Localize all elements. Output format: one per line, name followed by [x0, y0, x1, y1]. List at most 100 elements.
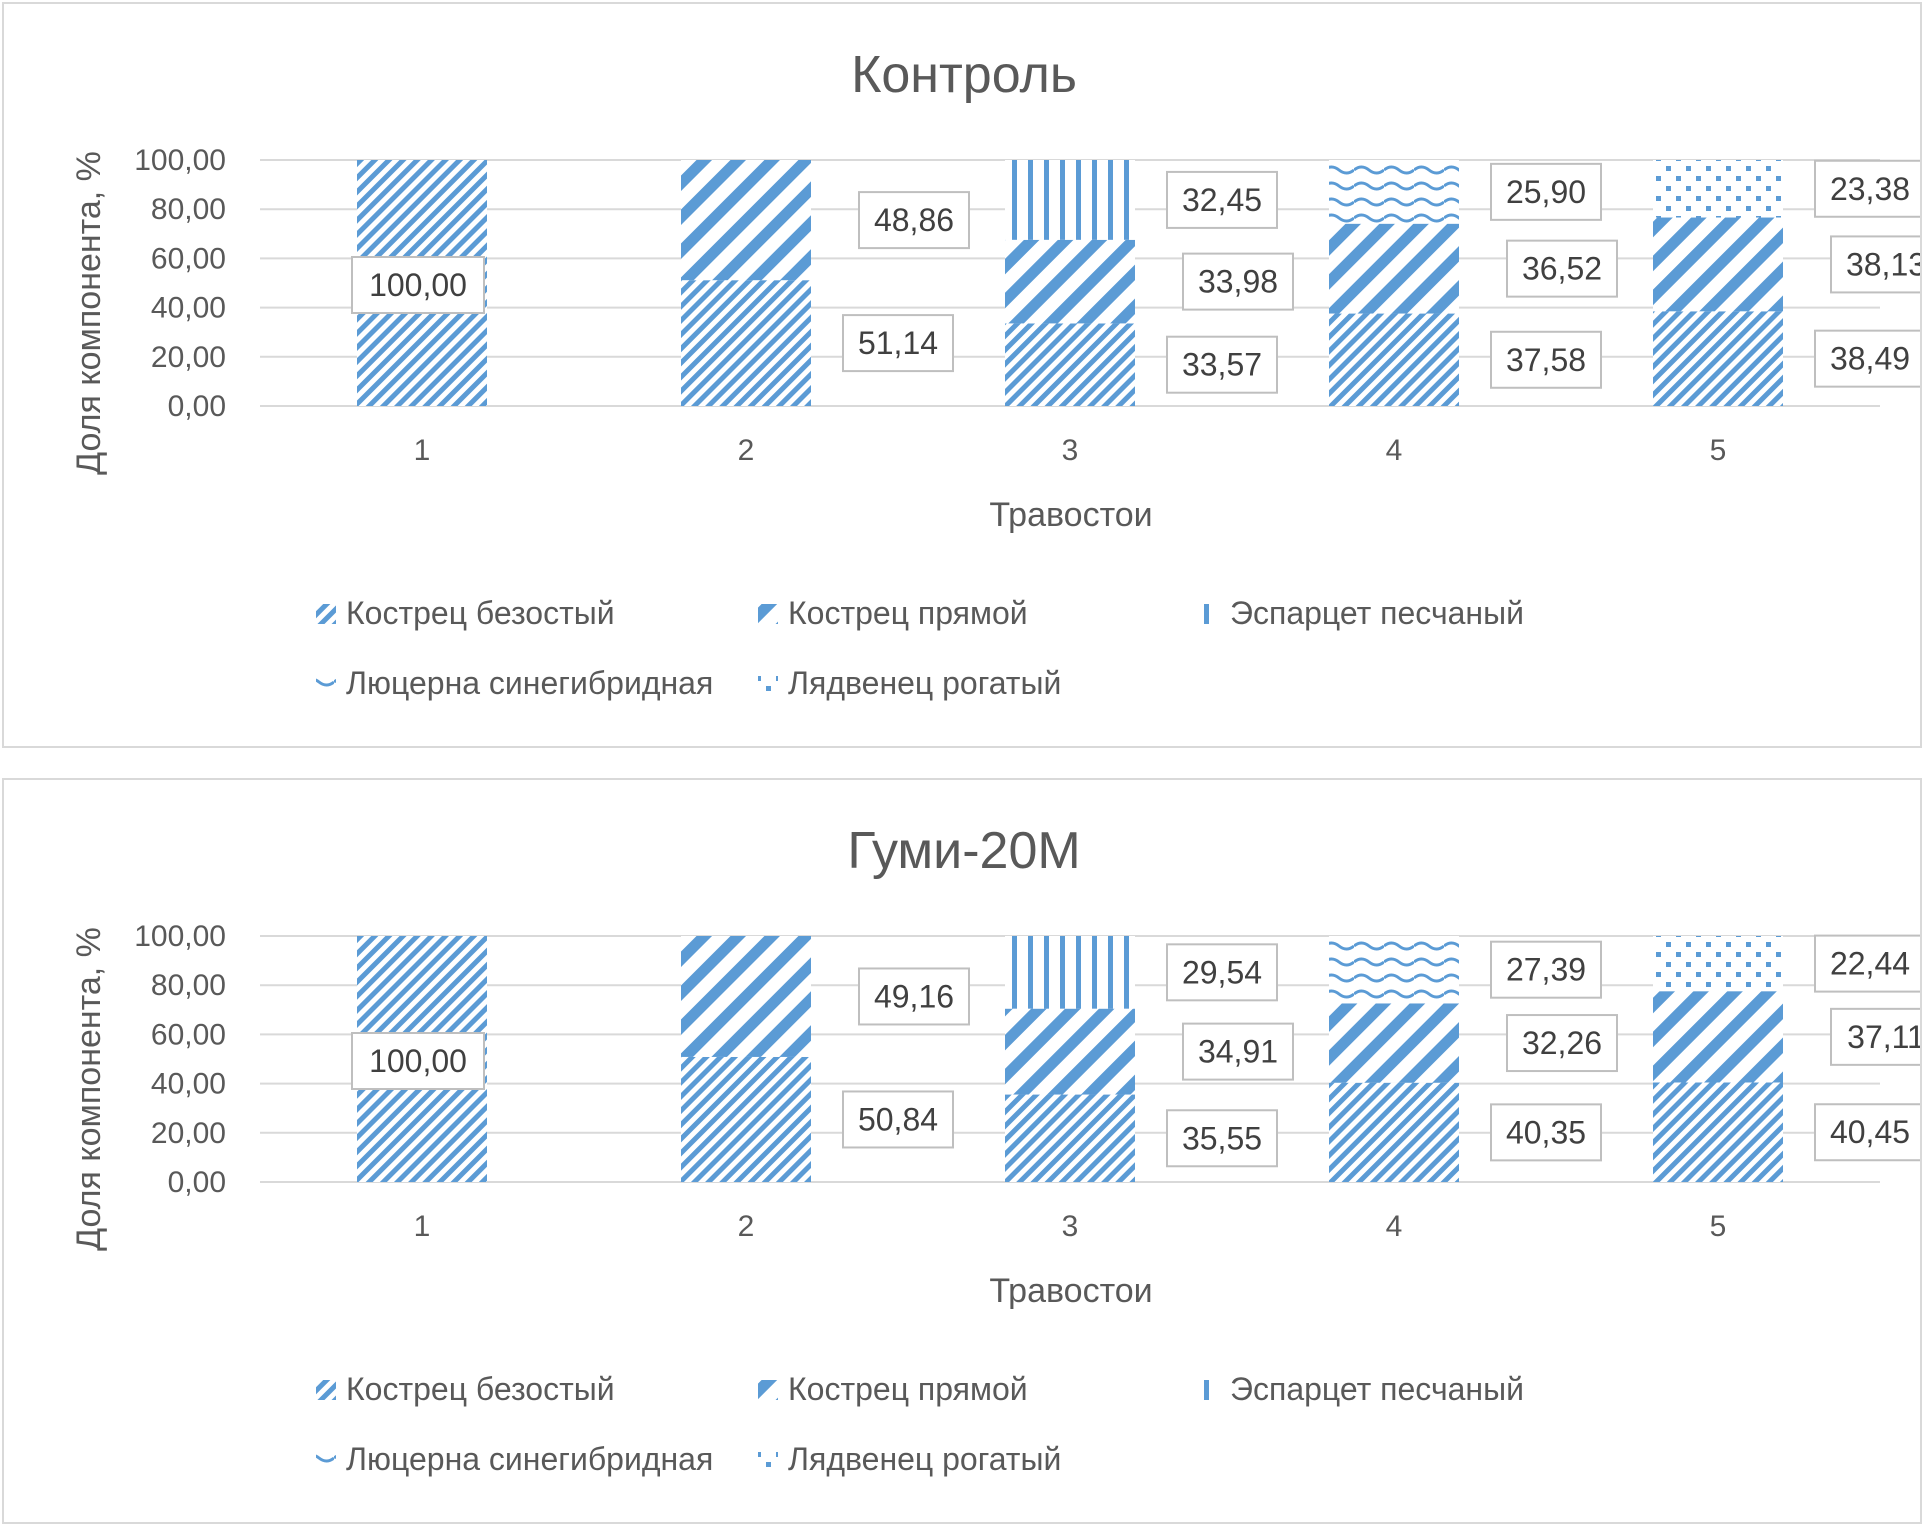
legend-swatch — [758, 1380, 778, 1400]
bar-segment-series-2 — [1005, 1008, 1135, 1095]
legend-label: Кострец безостый — [346, 1371, 615, 1407]
x-tick-label: 4 — [1386, 434, 1403, 467]
legend-swatch — [316, 1450, 336, 1470]
data-label: 37,58 — [1490, 330, 1602, 389]
legend-label: Кострец безостый — [346, 595, 615, 631]
chart-svg-gumi: Гуми-20М 0,00 20,00 40,00 60,00 80,00 100,00 До… — [70, 822, 1920, 1477]
bar-segment-series-5 — [1653, 936, 1783, 992]
data-label: 23,38 — [1814, 159, 1920, 218]
legend-item-4: Люцерна синегибридная — [316, 1441, 713, 1477]
data-label-text: 37,58 — [1506, 342, 1586, 378]
data-label: 37,11 — [1830, 1007, 1920, 1066]
legend-swatch — [316, 674, 336, 694]
y-tick-label: 60,00 — [151, 1018, 226, 1051]
legend-swatch — [316, 1380, 336, 1400]
legend-item-1: Кострец безостый — [316, 1371, 615, 1407]
legend-swatch — [1200, 604, 1220, 624]
chart-title: Контроль — [851, 46, 1077, 104]
x-tick-label: 2 — [738, 434, 755, 467]
data-label-text: 23,38 — [1830, 171, 1910, 207]
data-label-text: 37,11 — [1847, 1019, 1920, 1055]
bar-segment-series-1 — [1653, 311, 1783, 406]
data-label: 33,98 — [1182, 252, 1294, 311]
x-tick-label: 3 — [1062, 1210, 1079, 1243]
data-label: 51,14 — [842, 314, 954, 373]
data-label-text: 100,00 — [369, 267, 467, 303]
data-label: 100,00 — [351, 256, 485, 314]
legend-item-2: Кострец прямой — [758, 1371, 1028, 1407]
legend-label: Эспарцет песчаный — [1230, 595, 1524, 631]
bar-segment-series-4 — [1329, 936, 1459, 1004]
y-tick-label: 80,00 — [151, 969, 226, 1002]
data-label-text: 32,45 — [1182, 182, 1262, 218]
bar-segment-series-1 — [681, 1056, 811, 1182]
data-label: 32,45 — [1166, 170, 1278, 229]
x-axis-label: Травостои — [989, 1272, 1152, 1310]
bar-segment-series-1 — [1329, 1082, 1459, 1182]
data-label-text: 38,13 — [1846, 246, 1920, 282]
chart-title: Гуми-20М — [847, 822, 1080, 880]
bar-segment-series-4 — [1329, 160, 1459, 224]
data-label: 29,54 — [1166, 943, 1278, 1002]
legend-item-5: Лядвенец рогатый — [758, 665, 1061, 701]
legend-swatch — [316, 604, 336, 624]
bar-segment-series-3 — [1005, 160, 1135, 240]
chart-gumi: Гуми-20М 0,00 20,00 40,00 60,00 80,00 100,00 До… — [2, 778, 1922, 1524]
data-label: 36,52 — [1506, 239, 1618, 298]
legend-swatch — [1200, 1380, 1220, 1400]
data-label-text: 51,14 — [858, 325, 938, 361]
data-label-text: 34,91 — [1198, 1034, 1278, 1070]
y-tick-label: 80,00 — [151, 193, 226, 226]
bar-segment-series-1 — [681, 280, 811, 406]
bar-segment-series-2 — [1329, 1003, 1459, 1083]
data-label-text: 35,55 — [1182, 1120, 1262, 1156]
x-tick-label: 1 — [414, 434, 431, 467]
data-label-text: 50,84 — [858, 1101, 938, 1137]
bar-segment-series-1 — [1005, 323, 1135, 406]
data-label-text: 49,16 — [874, 978, 954, 1014]
data-label: 27,39 — [1490, 940, 1602, 999]
bar-segment-series-2 — [1653, 217, 1783, 312]
x-tick-label: 2 — [738, 1210, 755, 1243]
data-label-text: 36,52 — [1522, 251, 1602, 287]
chart-control: Контроль 0,00 20,00 40,00 60,00 80,00 100,00 До… — [2, 2, 1922, 748]
bar-segment-series-1 — [1005, 1094, 1135, 1182]
legend-item-1: Кострец безостый — [316, 595, 615, 631]
y-tick-label: 40,00 — [151, 292, 226, 325]
data-label-text: 25,90 — [1506, 174, 1586, 210]
data-label: 35,55 — [1166, 1109, 1278, 1168]
y-tick-label: 40,00 — [151, 1068, 226, 1101]
data-label-text: 33,98 — [1198, 264, 1278, 300]
bar-segment-series-2 — [681, 936, 811, 1057]
legend-label: Кострец прямой — [788, 595, 1028, 631]
data-label: 40,45 — [1814, 1103, 1920, 1162]
bar-segment-series-1 — [1653, 1082, 1783, 1182]
legend-label: Люцерна синегибридная — [346, 665, 713, 701]
data-label-text: 29,54 — [1182, 954, 1262, 990]
y-tick-label: 100,00 — [134, 144, 226, 177]
legend-swatch — [758, 604, 778, 624]
data-label: 40,35 — [1490, 1103, 1602, 1162]
bar-segment-series-2 — [1005, 239, 1135, 324]
data-label: 48,86 — [858, 191, 970, 250]
legend-swatch — [758, 1450, 778, 1470]
data-label: 50,84 — [842, 1090, 954, 1149]
legend-swatch — [758, 674, 778, 694]
data-label-text: 40,35 — [1506, 1114, 1586, 1150]
legend-label: Эспарцет песчаный — [1230, 1371, 1524, 1407]
legend-label: Люцерна синегибридная — [346, 1441, 713, 1477]
data-label: 38,49 — [1814, 329, 1920, 388]
data-label-text: 27,39 — [1506, 952, 1586, 988]
y-tick-label: 20,00 — [151, 341, 226, 374]
bar-segment-series-1 — [1329, 313, 1459, 406]
data-label: 33,57 — [1166, 335, 1278, 394]
y-tick-label: 0,00 — [168, 1166, 226, 1199]
data-label-text: 38,49 — [1830, 341, 1910, 377]
bar-segment-series-2 — [681, 160, 811, 281]
x-tick-label: 1 — [414, 1210, 431, 1243]
data-label-text: 40,45 — [1830, 1114, 1910, 1150]
x-tick-label: 4 — [1386, 1210, 1403, 1243]
data-label-text: 32,26 — [1522, 1025, 1602, 1061]
legend-item-4: Люцерна синегибридная — [316, 665, 713, 701]
legend-item-3: Эспарцет песчаный — [1200, 595, 1524, 631]
